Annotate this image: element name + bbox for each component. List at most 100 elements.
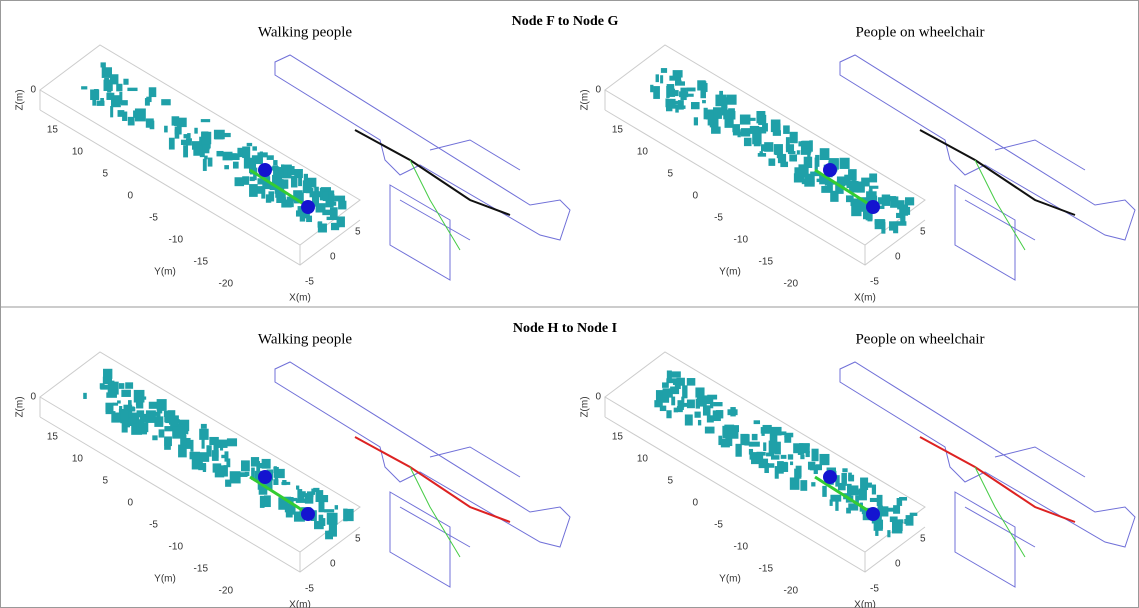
obstacle <box>324 509 335 513</box>
obstacle <box>123 78 129 85</box>
obstacle <box>326 216 338 221</box>
obstacle <box>322 209 331 216</box>
obstacle <box>778 461 788 468</box>
obstacle <box>893 221 899 234</box>
obstacle <box>338 200 347 210</box>
obstacle <box>758 114 767 125</box>
obstacle <box>105 411 116 415</box>
obstacle <box>274 472 279 483</box>
plot-label: People on wheelchair <box>855 24 984 40</box>
obstacle <box>810 179 815 185</box>
obstacle <box>695 387 705 398</box>
y-tick-label: 0 <box>127 191 133 202</box>
obstacle <box>800 140 812 154</box>
z-axis-label: Z(m) <box>15 396 26 417</box>
y-tick-label: -20 <box>219 279 234 290</box>
obstacle <box>769 430 778 444</box>
obstacle <box>655 390 664 402</box>
obstacle <box>713 107 722 119</box>
obstacle <box>728 425 739 433</box>
y-tick-label: -5 <box>149 213 158 224</box>
obstacle <box>909 512 918 516</box>
obstacle <box>176 117 187 128</box>
obstacle <box>784 432 794 438</box>
obstacle <box>878 506 889 517</box>
obstacle <box>237 147 246 158</box>
obstacle <box>800 454 805 460</box>
obstacle <box>753 141 761 147</box>
obstacle <box>855 495 859 505</box>
obstacle <box>261 458 271 469</box>
obstacle <box>819 453 830 466</box>
obstacle <box>120 411 129 424</box>
y-tick-label: 15 <box>612 125 624 136</box>
obstacle <box>281 199 292 208</box>
obstacle <box>877 197 883 205</box>
obstacle <box>209 436 219 446</box>
obstacle <box>122 111 128 121</box>
obstacle <box>848 485 859 496</box>
obstacle <box>751 433 758 441</box>
obstacle <box>121 420 128 433</box>
axes-box <box>604 44 926 266</box>
obstacle <box>116 83 123 92</box>
obstacle <box>686 378 696 386</box>
obstacle <box>662 382 669 388</box>
obstacle <box>136 422 147 435</box>
obstacle <box>796 150 800 155</box>
y-axis-label: Y(m) <box>154 574 176 585</box>
obstacle <box>777 461 784 474</box>
obstacle <box>903 206 911 215</box>
obstacle <box>810 171 821 177</box>
obstacle <box>892 520 902 531</box>
obstacle <box>311 191 319 204</box>
obstacle <box>100 62 106 68</box>
y-tick-label: 10 <box>637 454 649 465</box>
obstacle <box>202 142 210 154</box>
obstacle <box>703 107 708 120</box>
obstacle <box>752 133 762 145</box>
obstacle <box>249 184 258 197</box>
obstacle <box>822 485 827 497</box>
obstacle <box>732 124 740 133</box>
obstacle <box>897 200 905 210</box>
obstacle <box>138 419 144 428</box>
y-tick-label: 5 <box>667 476 673 487</box>
obstacle <box>242 146 251 159</box>
obstacle <box>835 183 844 194</box>
obstacle <box>279 179 289 189</box>
obstacle <box>682 385 688 399</box>
obstacle <box>728 108 733 122</box>
obstacle <box>654 400 663 408</box>
obstacle <box>845 195 854 203</box>
obstacle <box>309 191 321 198</box>
obstacle <box>161 99 171 106</box>
agent <box>258 163 272 177</box>
obstacle <box>229 471 241 484</box>
x-tick-label: 0 <box>330 559 336 570</box>
obstacle <box>780 161 789 168</box>
obstacle <box>712 410 721 422</box>
obstacle <box>232 161 239 169</box>
obstacle <box>133 427 137 435</box>
y-tick-label: -15 <box>194 257 209 268</box>
obstacle <box>317 223 327 233</box>
obstacle <box>777 153 787 164</box>
obstacle <box>904 197 915 206</box>
obstacle <box>709 396 714 409</box>
x-tick-label: 0 <box>330 252 336 263</box>
path-segment <box>814 475 876 517</box>
obstacle <box>803 156 813 168</box>
obstacle <box>318 514 324 522</box>
obstacle <box>266 155 274 160</box>
x-tick-label: 0 <box>895 559 901 570</box>
route-alt <box>409 466 461 558</box>
obstacle <box>830 190 839 202</box>
plot-label: People on wheelchair <box>855 331 984 347</box>
obstacle <box>744 434 750 446</box>
obstacle <box>842 468 848 473</box>
obstacle <box>866 482 872 488</box>
obstacle <box>666 410 672 419</box>
obstacle <box>676 377 685 386</box>
y-tick-label: 5 <box>102 476 108 487</box>
